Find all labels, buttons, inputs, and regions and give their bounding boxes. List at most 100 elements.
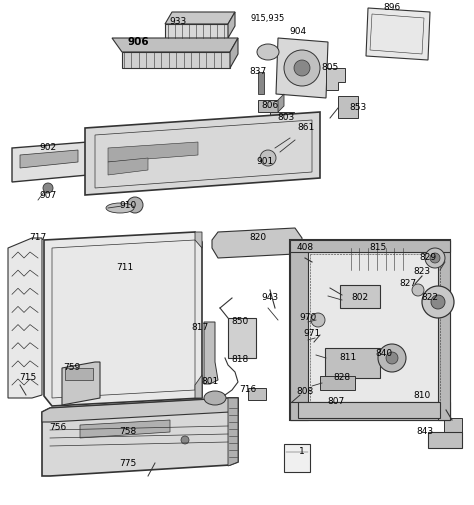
Text: 822: 822 <box>421 293 438 302</box>
Circle shape <box>181 436 189 444</box>
Ellipse shape <box>257 44 279 60</box>
Polygon shape <box>298 402 440 418</box>
Text: 758: 758 <box>119 428 137 436</box>
Polygon shape <box>338 96 358 118</box>
Polygon shape <box>248 388 266 400</box>
Circle shape <box>260 150 276 166</box>
Text: 906: 906 <box>127 37 149 47</box>
Circle shape <box>412 284 424 296</box>
Polygon shape <box>212 228 302 258</box>
Text: 823: 823 <box>413 268 430 277</box>
Text: 759: 759 <box>64 364 81 373</box>
Polygon shape <box>290 402 450 420</box>
Polygon shape <box>20 150 78 168</box>
Polygon shape <box>438 240 450 420</box>
Polygon shape <box>62 362 100 405</box>
Text: 915,935: 915,935 <box>251 14 285 23</box>
Text: 820: 820 <box>249 233 266 242</box>
Text: 971: 971 <box>303 329 320 338</box>
Text: 837: 837 <box>249 68 266 76</box>
Polygon shape <box>366 8 430 60</box>
Ellipse shape <box>106 203 134 213</box>
Text: 902: 902 <box>39 143 56 153</box>
Polygon shape <box>228 398 238 466</box>
Circle shape <box>431 295 445 309</box>
Text: 829: 829 <box>419 254 437 263</box>
Text: 828: 828 <box>333 374 351 382</box>
Polygon shape <box>325 348 380 378</box>
Polygon shape <box>270 112 294 126</box>
Ellipse shape <box>204 391 226 405</box>
Polygon shape <box>108 142 198 162</box>
Polygon shape <box>258 100 278 112</box>
Polygon shape <box>204 322 218 384</box>
Polygon shape <box>42 398 238 476</box>
Polygon shape <box>42 398 238 422</box>
Polygon shape <box>122 52 230 68</box>
Text: 901: 901 <box>256 158 273 167</box>
Circle shape <box>127 197 143 213</box>
Circle shape <box>284 50 320 86</box>
Text: 970: 970 <box>300 314 317 323</box>
Text: 861: 861 <box>297 124 315 132</box>
Text: 408: 408 <box>296 243 314 252</box>
Polygon shape <box>430 270 450 282</box>
Polygon shape <box>290 126 316 140</box>
Polygon shape <box>284 444 310 472</box>
Text: 810: 810 <box>413 391 430 400</box>
Text: 716: 716 <box>239 385 256 394</box>
Polygon shape <box>165 24 228 38</box>
Text: 717: 717 <box>29 233 46 242</box>
Text: 803: 803 <box>277 114 295 123</box>
Text: 811: 811 <box>339 354 356 363</box>
Polygon shape <box>8 238 42 398</box>
Circle shape <box>311 313 325 327</box>
Polygon shape <box>108 158 148 175</box>
Text: 815: 815 <box>369 243 387 252</box>
Polygon shape <box>326 68 345 90</box>
Bar <box>258 72 264 94</box>
Polygon shape <box>165 12 235 24</box>
Text: 904: 904 <box>290 27 307 36</box>
Text: 943: 943 <box>262 293 279 302</box>
Text: 907: 907 <box>39 191 56 200</box>
Circle shape <box>294 60 310 76</box>
Circle shape <box>430 253 440 263</box>
Polygon shape <box>112 38 238 52</box>
Polygon shape <box>276 38 328 98</box>
Text: 807: 807 <box>328 397 345 407</box>
Text: 817: 817 <box>191 324 209 332</box>
Polygon shape <box>44 232 202 406</box>
Text: 1: 1 <box>299 447 305 457</box>
Text: 806: 806 <box>261 100 279 110</box>
Text: 775: 775 <box>119 460 137 469</box>
Polygon shape <box>278 94 284 112</box>
Text: 827: 827 <box>400 279 417 288</box>
Bar <box>65 368 93 380</box>
Polygon shape <box>290 240 450 420</box>
Text: 715: 715 <box>19 374 36 382</box>
Polygon shape <box>195 232 202 248</box>
Polygon shape <box>80 420 170 438</box>
Polygon shape <box>444 418 462 432</box>
Text: 801: 801 <box>201 378 219 386</box>
Text: 843: 843 <box>417 428 434 436</box>
Text: 933: 933 <box>169 18 187 26</box>
Text: 805: 805 <box>321 64 338 73</box>
Bar <box>342 248 412 270</box>
Circle shape <box>425 248 445 268</box>
Polygon shape <box>85 112 320 195</box>
Text: 840: 840 <box>375 349 392 359</box>
Text: 756: 756 <box>49 424 67 432</box>
Polygon shape <box>228 318 256 358</box>
Text: 802: 802 <box>351 293 369 302</box>
Text: 896: 896 <box>383 4 401 13</box>
Circle shape <box>378 344 406 372</box>
Polygon shape <box>302 252 442 412</box>
Polygon shape <box>195 375 202 398</box>
Polygon shape <box>228 12 235 38</box>
Polygon shape <box>320 376 355 390</box>
Circle shape <box>386 352 398 364</box>
Polygon shape <box>230 38 238 68</box>
Circle shape <box>43 183 53 193</box>
